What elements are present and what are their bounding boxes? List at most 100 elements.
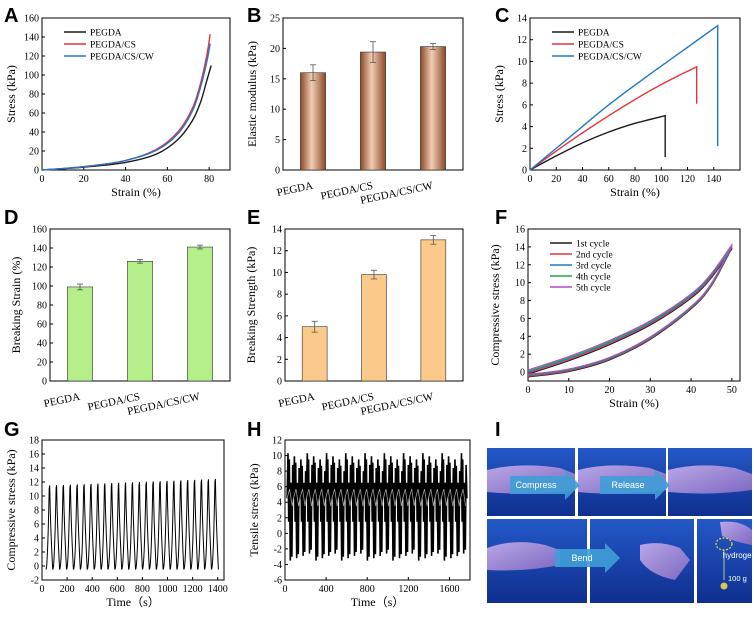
arrow-release	[600, 470, 670, 500]
y-tick-label: 10	[29, 492, 39, 503]
x-tick-label: 1600	[439, 584, 459, 595]
x-tick-label: 10	[564, 385, 574, 396]
y-tick-label: 20	[37, 358, 47, 369]
legend-label: 1st cycle	[576, 240, 610, 250]
y-tick-label: -4	[274, 560, 282, 571]
bar	[420, 239, 447, 382]
x-tick-label: 400	[85, 584, 100, 595]
x-tick-label: 40	[121, 174, 131, 185]
y-tick-label: 40	[37, 339, 47, 350]
plot-frame	[527, 228, 741, 382]
panel-letter-c: C	[495, 5, 509, 27]
y-tick-label: 2	[522, 144, 527, 155]
x-tick-label: 1000	[158, 584, 178, 595]
y-tick-label: 160	[32, 225, 47, 236]
y-tick-label: 10	[272, 451, 282, 462]
x-tick-label: 60	[162, 174, 172, 185]
y-tick-label: 10	[517, 57, 527, 68]
y-tick-label: 8	[277, 290, 282, 301]
y-tick-label: 0	[277, 529, 282, 540]
y-tick-label: 8	[34, 506, 39, 517]
y-axis-label: Stress (kPa)	[492, 65, 506, 123]
y-tick-label: 20	[29, 147, 39, 158]
y-tick-label: 40	[29, 128, 39, 139]
chart-f: 0 10 20 30 40 50 0 2 4 6 8 10 12 14 16 Strain (%) Compre…	[488, 225, 741, 410]
y-axis-label: Stress (kPa)	[4, 65, 18, 123]
y-tick-label: 8	[522, 79, 527, 90]
y-tick-label: 10	[272, 268, 282, 279]
legend-label: PEGDA	[578, 29, 610, 39]
x-tick-label: 600	[110, 584, 125, 595]
plot-frame	[41, 17, 231, 171]
y-tick-label: 6	[277, 311, 282, 322]
y-tick-label: 6	[520, 314, 525, 325]
category-label: PEGDA	[277, 391, 315, 410]
cyclic-tension-line	[286, 453, 468, 561]
y-tick-label: 2	[277, 513, 282, 524]
series-line-pegda	[529, 114, 666, 171]
y-tick-label: 140	[32, 244, 47, 255]
y-tick-label: 4	[520, 332, 525, 343]
y-tick-label: 12	[515, 260, 525, 271]
x-tick-label: 20	[79, 174, 89, 185]
y-axis-label: Compressive stress (kPa)	[4, 449, 18, 570]
chart-h: 0 400 800 1200 1600 -6 -4 -2 0 2 4 6 8 10 12 Time（s） Ten…	[247, 436, 471, 609]
y-tick-label: 160	[24, 14, 39, 25]
y-tick-label: 12	[517, 35, 527, 46]
y-tick-label: 2	[34, 548, 39, 559]
bar	[361, 274, 387, 382]
cyclic-compression-line	[45, 478, 219, 570]
plot-frame	[284, 439, 471, 581]
y-tick-label: 8	[277, 467, 282, 478]
y-tick-label: 15	[270, 74, 280, 85]
x-tick-label: 60	[604, 174, 614, 185]
y-tick-label: 2	[277, 355, 282, 366]
y-tick-label: 10	[270, 105, 280, 116]
cycle-loop	[527, 243, 733, 375]
panel-letter-d: D	[4, 207, 18, 229]
chart-g: 0 200 400 600 800 1000 1200 1400-20246810121416…	[4, 436, 228, 610]
legend-label: PEGDA/CS/CW	[578, 53, 642, 63]
hand-shape	[668, 465, 752, 494]
hand-shape	[640, 543, 690, 580]
x-axis-label: Time（s）	[106, 595, 160, 609]
label-compress: Compress	[515, 480, 557, 490]
panel-letter-e: E	[247, 207, 260, 229]
weight-icon	[720, 582, 728, 590]
y-tick-label: 120	[24, 52, 39, 63]
y-tick-label: 16	[515, 225, 525, 236]
y-tick-label: 20	[270, 44, 280, 55]
y-tick-label: 0	[522, 166, 527, 177]
y-tick-label: 6	[34, 520, 39, 531]
series-line-pegda	[41, 65, 212, 171]
bar	[67, 286, 93, 382]
x-tick-label: 0	[40, 584, 45, 595]
y-tick-label: 10	[515, 278, 525, 289]
photo-panel: Compress Release Bend hydrogel 100 g	[487, 448, 754, 603]
y-tick-label: 4	[277, 333, 282, 344]
series-line-pegda-cs-cw	[41, 43, 211, 171]
y-axis-label: Breaking Strain (%)	[9, 257, 23, 354]
bar	[420, 46, 446, 171]
x-tick-label: 200	[60, 584, 75, 595]
y-tick-label: 6	[522, 100, 527, 111]
series-line-pegda-cs-cw	[529, 24, 719, 171]
y-tick-label: 12	[272, 246, 282, 257]
x-tick-label: 0	[526, 385, 531, 396]
y-axis-label: Elastic modulus (kPa)	[245, 41, 259, 147]
y-tick-label: 16	[29, 450, 39, 461]
x-axis-label: Time（s）	[351, 595, 405, 609]
cycle-loop	[527, 247, 733, 378]
x-tick-label: 1400	[208, 584, 228, 595]
y-tick-label: -6	[274, 576, 282, 587]
y-axis-label: Tensile stress (kPa)	[247, 463, 261, 556]
y-tick-label: 0	[520, 368, 525, 379]
y-tick-label: 100	[24, 71, 39, 82]
y-tick-label: 12	[29, 478, 39, 489]
panel-letter-h: H	[247, 419, 261, 441]
x-tick-label: 100	[654, 174, 669, 185]
legend-label: 4th cycle	[576, 273, 611, 283]
panel-letter-f: F	[495, 207, 507, 229]
